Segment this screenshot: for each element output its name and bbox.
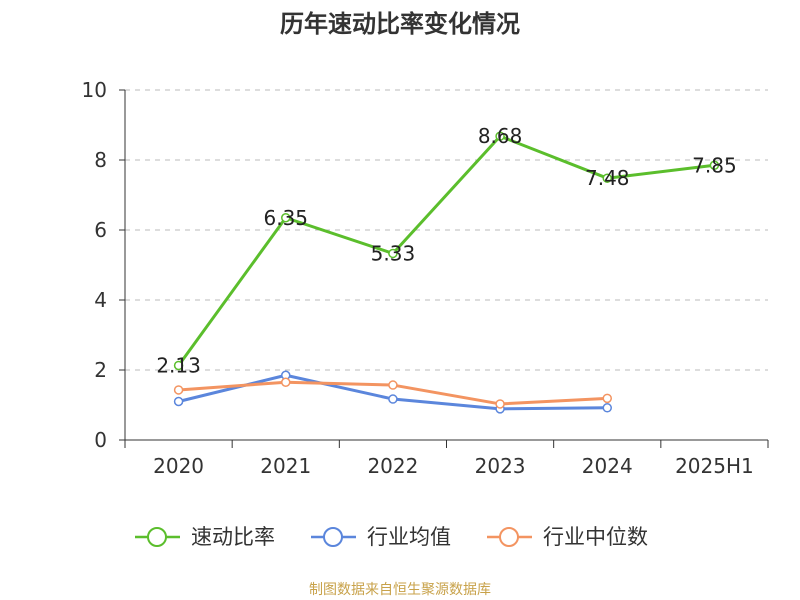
x-tick-label-3: 2023 (475, 454, 526, 478)
series-2-point-1[interactable] (281, 377, 291, 387)
data-label-2: 5.33 (371, 241, 416, 265)
x-ticks: 2020 2021 2022 2023 2024 2025H1 (124, 440, 769, 478)
series-2-point-3[interactable] (495, 399, 505, 409)
series-2-point-4[interactable] (602, 393, 612, 404)
y-tick-label-2: 4 (94, 288, 107, 312)
x-tick-label-1: 2021 (260, 454, 311, 478)
legend: 速动比率 行业均值 行业中位数 (135, 525, 648, 549)
series-2-point-0[interactable] (173, 385, 184, 395)
y-tick-label-3: 6 (94, 218, 107, 242)
series-0-point-0[interactable] (173, 360, 184, 371)
y-tick-label-1: 2 (94, 358, 107, 382)
legend-item-0[interactable]: 速动比率 (135, 525, 275, 549)
source-note: 制图数据来自恒生聚源数据库 (309, 582, 491, 598)
series-line-0 (177, 134, 715, 367)
data-label-4: 7.48 (585, 166, 630, 190)
data-label-5: 7.85 (692, 153, 737, 177)
data-labels: 2.13 6.35 5.33 8.68 7.48 7.85 (156, 124, 736, 377)
legend-marker-0 (147, 527, 167, 547)
chart-title: 历年速动比率变化情况 (280, 10, 520, 38)
legend-item-1[interactable]: 行业均值 (311, 525, 451, 549)
y-tick-label-5: 10 (82, 78, 107, 102)
legend-label-2: 行业中位数 (543, 525, 648, 549)
series-0-point-5[interactable] (709, 160, 720, 170)
series-0-point-3[interactable] (495, 131, 505, 141)
legend-marker-1 (323, 527, 343, 547)
legend-marker-2 (499, 527, 519, 547)
grid (125, 89, 768, 371)
y-tick-label-4: 8 (94, 148, 107, 172)
data-label-3: 8.68 (478, 124, 523, 148)
data-label-1: 6.35 (263, 206, 308, 230)
x-tick-label-2: 2022 (367, 454, 418, 478)
series-1-point-4[interactable] (602, 403, 612, 413)
y-ticks: 0 2 4 6 8 10 (82, 78, 125, 452)
legend-label-1: 行业均值 (367, 525, 451, 549)
legend-item-2[interactable]: 行业中位数 (487, 525, 648, 549)
series-1-point-2[interactable] (388, 394, 398, 404)
series-0-point-4[interactable] (602, 173, 612, 183)
x-tick-label-5: 2025H1 (675, 454, 754, 478)
x-tick-label-4: 2024 (582, 454, 633, 478)
series-line-1 (178, 373, 608, 411)
series-group (173, 131, 720, 414)
series-1-point-0[interactable] (173, 396, 184, 407)
y-tick-label-0: 0 (94, 428, 107, 452)
legend-label-0: 速动比率 (191, 525, 275, 549)
series-0-point-2[interactable] (388, 248, 398, 259)
data-label-0: 2.13 (156, 353, 201, 377)
x-tick-label-0: 2020 (153, 454, 204, 478)
series-2-point-2[interactable] (388, 380, 398, 390)
series-0-point-1[interactable] (281, 213, 291, 223)
